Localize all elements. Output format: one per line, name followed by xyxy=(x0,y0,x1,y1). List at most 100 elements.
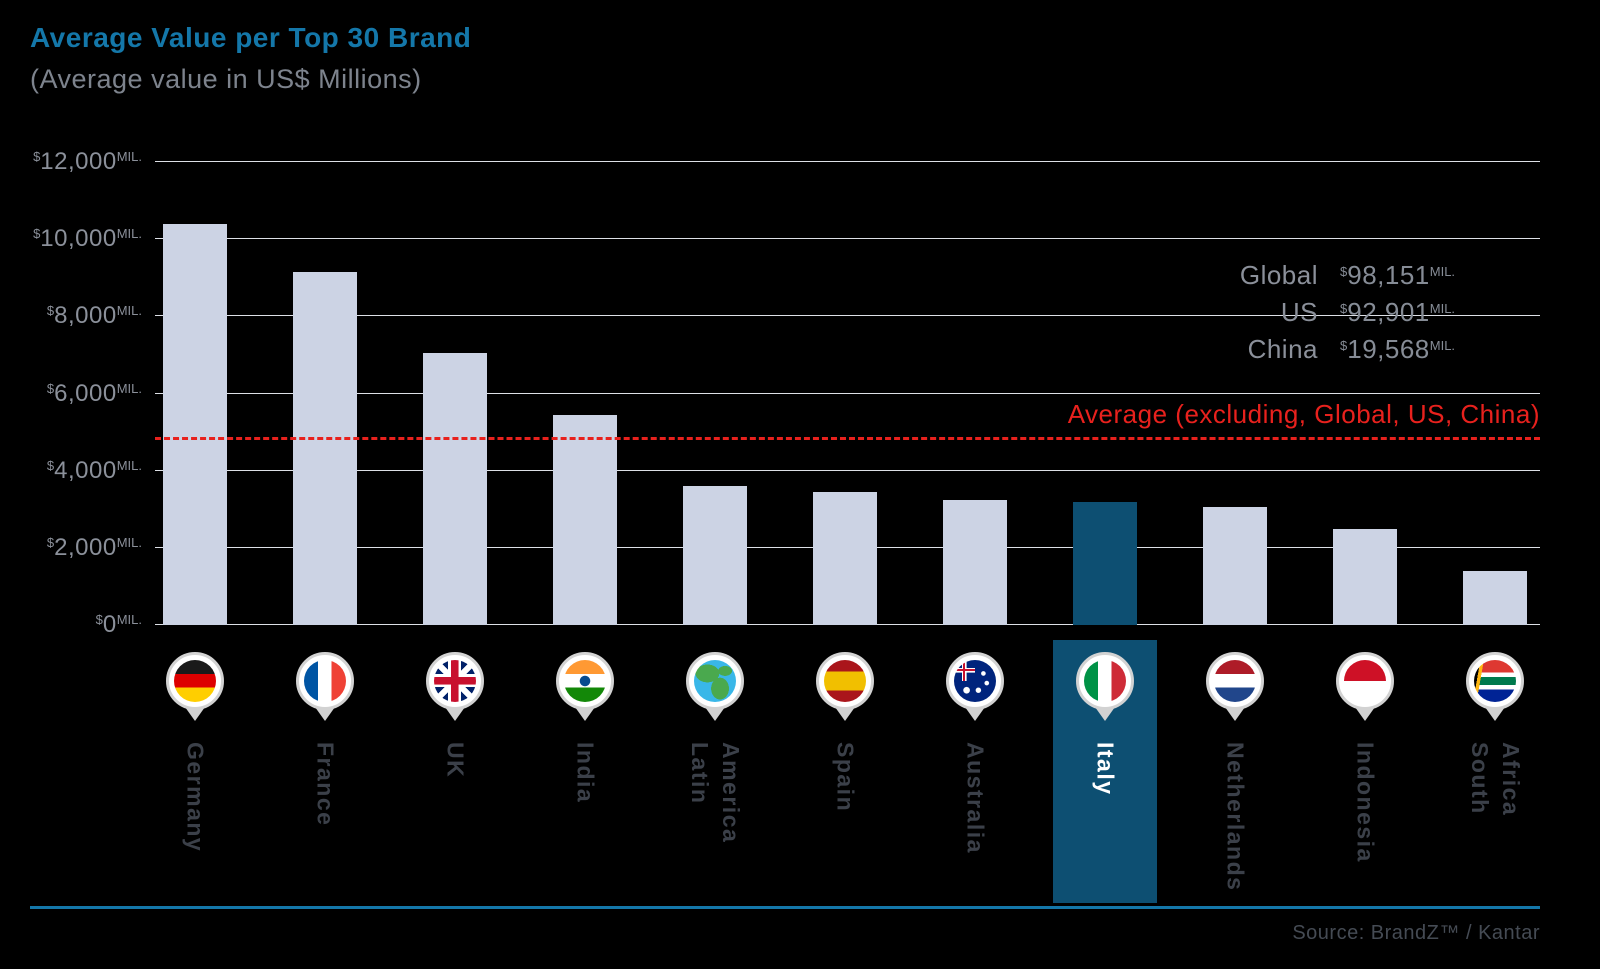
unit-label: MIL. xyxy=(1429,264,1456,279)
category-label: Latin America xyxy=(686,742,744,843)
bar-italy xyxy=(1073,501,1137,625)
unit-label: MIL. xyxy=(116,149,142,164)
source-text: Source: BrandZ™ / Kantar xyxy=(1292,922,1540,944)
currency-symbol: $ xyxy=(46,303,55,319)
annotation-label: Global xyxy=(1239,260,1318,290)
annotations-block: Global $98,151MIL. US $92,901MIL. China $19,5… xyxy=(1130,260,1490,371)
south-africa-flag-icon xyxy=(1474,660,1516,702)
pin-tip xyxy=(445,707,465,721)
category-label-word: France xyxy=(312,742,339,827)
category-label: South Africa xyxy=(1466,742,1524,816)
value-text: 0 xyxy=(102,611,117,638)
gridline xyxy=(155,238,1540,240)
highlight-panel xyxy=(1053,640,1157,903)
flag-pin xyxy=(813,652,877,721)
average-line-label: Average (excluding, Global, US, China) xyxy=(1067,398,1540,429)
category-label: Spain xyxy=(832,742,859,812)
category-label: Indonesia xyxy=(1352,742,1379,863)
annotation-value: $98,151MIL. xyxy=(1340,260,1490,291)
unit-label: MIL. xyxy=(116,534,142,550)
bar-south-africa xyxy=(1463,570,1527,625)
annotation-row: China $19,568MIL. xyxy=(1130,334,1490,371)
pin-circle xyxy=(1206,652,1264,710)
unit-label: MIL. xyxy=(1429,301,1456,316)
divider-line xyxy=(30,906,1540,909)
chart-title: Average Value per Top 30 Brand xyxy=(30,22,472,53)
category-label-word: Germany xyxy=(182,742,209,853)
plot-area: Average (excluding, Global, US, China) xyxy=(155,161,1540,625)
bar-india xyxy=(553,414,617,625)
flag-pin xyxy=(943,652,1007,721)
france-flag-icon xyxy=(304,660,346,702)
gridline xyxy=(155,469,1540,471)
category-label: Australia xyxy=(962,742,989,854)
pin-circle xyxy=(816,652,874,710)
bar-france xyxy=(293,271,357,625)
pin-tip xyxy=(315,707,335,721)
bar-uk xyxy=(423,353,487,625)
pin-circle xyxy=(946,652,1004,710)
category-label-word: UK xyxy=(442,742,469,779)
y-axis-label: $8,000MIL. xyxy=(47,302,142,330)
y-axis-label: $12,000MIL. xyxy=(33,148,142,176)
category-label: India xyxy=(572,742,599,803)
category-label-word: Africa xyxy=(1498,742,1524,817)
pin-circle xyxy=(426,652,484,710)
value-text: 8,000 xyxy=(54,302,117,330)
pin-tip xyxy=(965,707,985,721)
indonesia-flag-icon xyxy=(1344,660,1386,702)
bar-australia xyxy=(943,499,1007,625)
pin-tip xyxy=(1355,707,1375,721)
annotation-row: US $92,901MIL. xyxy=(1130,297,1490,334)
bar-indonesia xyxy=(1333,528,1397,625)
annotation-label: US xyxy=(1280,297,1318,327)
y-axis-label: $6,000MIL. xyxy=(47,380,142,408)
currency-symbol: $ xyxy=(33,226,41,242)
annotation-row: Global $98,151MIL. xyxy=(1130,260,1490,297)
flag-pin xyxy=(1463,652,1527,721)
spain-flag-icon xyxy=(824,660,866,702)
currency-symbol: $ xyxy=(1340,301,1348,316)
currency-symbol: $ xyxy=(46,380,55,396)
category-label-word: Indonesia xyxy=(1352,742,1379,863)
value-text: 98,151 xyxy=(1347,260,1430,290)
gridline xyxy=(155,315,1540,317)
unit-label: MIL. xyxy=(116,457,142,473)
bar-spain xyxy=(813,491,877,625)
flag-pin xyxy=(683,652,747,721)
unit-label: MIL. xyxy=(116,226,142,242)
value-text: 19,568 xyxy=(1347,334,1430,364)
pin-tip xyxy=(705,707,725,721)
pin-circle xyxy=(1336,652,1394,710)
category-label-word: Australia xyxy=(962,742,989,854)
currency-symbol: $ xyxy=(1340,264,1348,279)
category-label-word: Latin xyxy=(687,742,713,805)
bar-germany xyxy=(163,223,227,625)
netherlands-flag-icon xyxy=(1214,660,1256,702)
flag-pin xyxy=(1203,652,1267,721)
flag-pin xyxy=(1333,652,1397,721)
category-label: Germany xyxy=(182,742,209,852)
pin-circle xyxy=(686,652,744,710)
uk-flag-icon xyxy=(434,660,476,702)
annotation-value: $19,568MIL. xyxy=(1340,334,1490,365)
unit-label: MIL. xyxy=(116,380,142,396)
currency-symbol: $ xyxy=(46,457,55,473)
flag-pin xyxy=(423,652,487,721)
latin-america-flag-icon xyxy=(694,660,736,702)
pin-tip xyxy=(835,707,855,721)
value-text: 6,000 xyxy=(54,379,117,407)
annotation-value: $92,901MIL. xyxy=(1340,297,1490,328)
gridline xyxy=(155,392,1540,394)
category-label-word: South xyxy=(1467,742,1493,815)
currency-symbol: $ xyxy=(95,612,103,627)
pin-circle xyxy=(1466,652,1524,710)
y-axis-label: $10,000MIL. xyxy=(33,225,142,253)
currency-symbol: $ xyxy=(46,534,55,550)
india-flag-icon xyxy=(564,660,606,702)
pin-circle xyxy=(556,652,614,710)
category-label: France xyxy=(312,742,339,826)
value-text: 10,000 xyxy=(40,225,117,253)
average-line xyxy=(155,436,1540,440)
value-text: 4,000 xyxy=(54,456,117,484)
